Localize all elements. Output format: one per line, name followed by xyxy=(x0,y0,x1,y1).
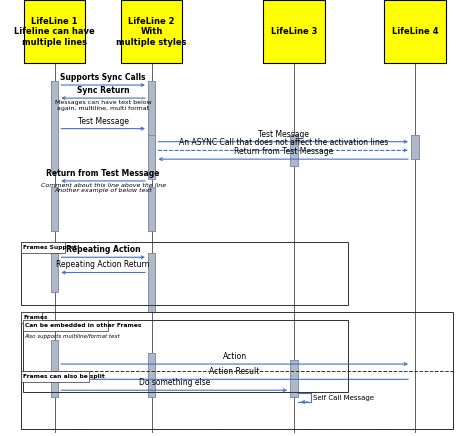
Text: Return from Test Message: Return from Test Message xyxy=(234,147,333,156)
Bar xyxy=(263,0,325,63)
Bar xyxy=(24,0,85,63)
Bar xyxy=(51,253,58,292)
Text: An ASYNC Call that does not affect the activation lines: An ASYNC Call that does not affect the a… xyxy=(179,138,388,147)
Text: Also supports multiline/format text: Also supports multiline/format text xyxy=(25,334,120,338)
Bar xyxy=(21,312,453,429)
Bar xyxy=(51,340,58,397)
Text: LifeLine 2
With
multiple styles: LifeLine 2 With multiple styles xyxy=(117,17,187,47)
Bar xyxy=(148,253,155,312)
Text: LifeLine 3: LifeLine 3 xyxy=(271,27,317,36)
Text: Supports Sync Calls: Supports Sync Calls xyxy=(60,73,146,82)
Text: Do something else: Do something else xyxy=(138,378,210,387)
Bar xyxy=(21,242,65,253)
Bar xyxy=(148,187,155,231)
Text: Action: Action xyxy=(223,352,246,361)
Text: Comment about this line above the line
Another example of below text: Comment about this line above the line A… xyxy=(41,183,165,194)
Text: Repeating Action: Repeating Action xyxy=(66,245,140,254)
Bar xyxy=(21,371,89,382)
Text: Test Message: Test Message xyxy=(78,116,128,126)
Bar xyxy=(384,0,446,63)
Text: Messages can have text below
again, multiline, multi format: Messages can have text below again, mult… xyxy=(55,100,152,111)
Bar xyxy=(411,135,419,159)
Bar xyxy=(290,135,298,166)
Bar xyxy=(148,135,155,179)
Text: LifeLine 4: LifeLine 4 xyxy=(392,27,438,36)
Text: Return from Test Message: Return from Test Message xyxy=(46,169,160,178)
Text: Can be embedded in other Frames: Can be embedded in other Frames xyxy=(25,324,141,328)
Bar xyxy=(148,353,155,397)
Bar xyxy=(51,81,58,172)
Text: LifeLine 1
Lifeline can have
multiple lines: LifeLine 1 Lifeline can have multiple li… xyxy=(14,17,95,47)
Text: Frames: Frames xyxy=(23,315,48,320)
Bar xyxy=(290,360,298,397)
Bar xyxy=(148,81,155,172)
Text: Action Result: Action Result xyxy=(210,367,260,376)
Bar xyxy=(21,312,42,323)
Bar xyxy=(121,0,182,63)
Bar xyxy=(21,242,348,305)
Bar xyxy=(23,320,108,331)
Bar xyxy=(21,371,453,429)
Text: Sync Return: Sync Return xyxy=(77,86,129,95)
Text: Frames can also be split: Frames can also be split xyxy=(23,374,105,378)
Bar xyxy=(51,187,58,231)
Text: Frames Support!: Frames Support! xyxy=(23,245,80,250)
Text: Test Message: Test Message xyxy=(258,129,309,139)
Text: Self Call Message: Self Call Message xyxy=(313,395,374,401)
Bar xyxy=(23,320,348,392)
Text: Repeating Action Return: Repeating Action Return xyxy=(56,260,150,269)
